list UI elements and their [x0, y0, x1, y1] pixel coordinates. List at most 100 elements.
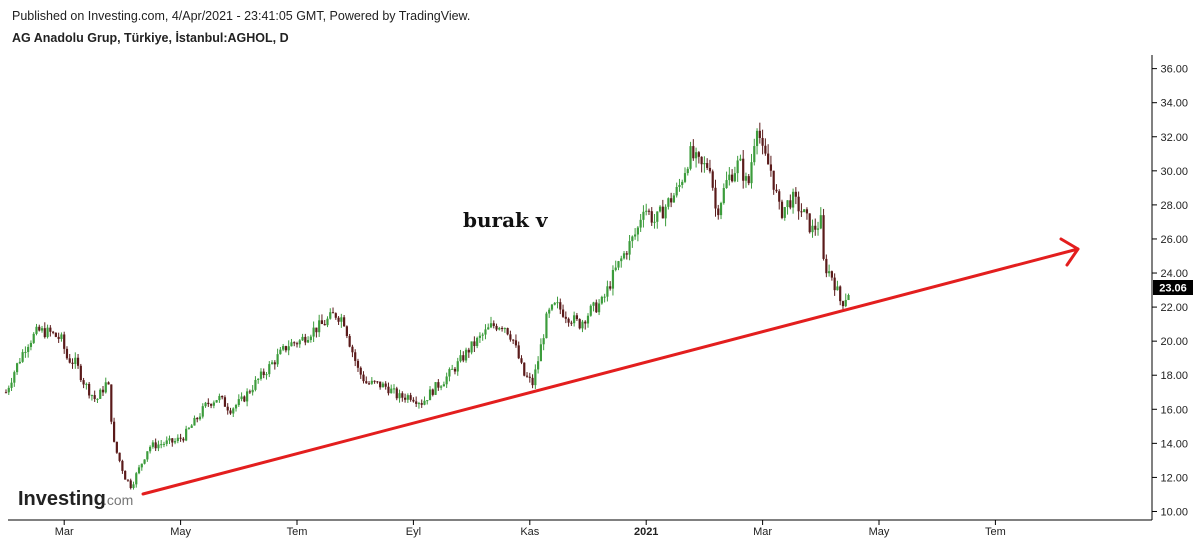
candle-body: [805, 209, 809, 214]
price-tick-label: 32.00: [1160, 132, 1188, 144]
candle-body: [345, 326, 348, 337]
candle-body: [517, 345, 520, 359]
candle-body: [747, 176, 750, 184]
candle-body: [797, 196, 800, 212]
candle-body: [808, 213, 811, 233]
candle-body: [487, 327, 490, 330]
candle-body: [811, 225, 814, 233]
candle-body: [736, 160, 739, 174]
candle-body: [379, 381, 382, 388]
candle-body: [251, 389, 254, 393]
candle-body: [575, 315, 579, 320]
candle-body: [586, 315, 590, 324]
candle-body: [318, 320, 321, 333]
candle-body: [99, 389, 102, 399]
candle-body: [755, 130, 759, 147]
candle-body: [672, 195, 676, 203]
candle-body: [381, 383, 385, 388]
candle-body: [617, 261, 620, 268]
candle-body: [481, 334, 484, 336]
candle-body: [112, 421, 116, 442]
candle-body: [789, 200, 792, 208]
candle-body: [129, 480, 132, 489]
candle-body: [301, 336, 304, 341]
candle-body: [830, 271, 833, 278]
candle-body: [711, 171, 714, 188]
candle-body: [52, 331, 55, 333]
candle-body: [473, 341, 476, 347]
candle-body: [520, 358, 523, 363]
candle-body: [703, 163, 706, 165]
time-axis: Mar May Tem Eyl Kas 2021 Mar May Tem: [55, 520, 1006, 538]
candle-body: [76, 357, 80, 366]
candle-body: [132, 484, 135, 489]
candle-body: [564, 316, 567, 319]
candle-body: [550, 304, 554, 310]
candle-body: [326, 318, 329, 326]
candle-body: [101, 389, 105, 393]
candle-body: [495, 325, 498, 330]
candle-body: [329, 312, 332, 319]
candle-body: [683, 173, 687, 182]
candle-body: [395, 388, 398, 399]
candle-body: [509, 334, 512, 340]
candle-body: [456, 361, 459, 372]
candle-body: [151, 442, 154, 447]
candle-body: [415, 401, 418, 404]
candle-body: [143, 459, 146, 464]
time-tick-label: May: [869, 526, 890, 538]
price-tick-label: 36.00: [1160, 64, 1188, 76]
candle-body: [844, 300, 847, 307]
candle-body: [697, 152, 700, 157]
candle-body: [387, 386, 390, 394]
candle-body: [282, 346, 285, 350]
candle-body: [778, 191, 781, 202]
price-tick-label: 14.00: [1160, 438, 1188, 450]
candle-body: [212, 402, 215, 406]
candle-body: [462, 355, 465, 361]
candle-body: [10, 382, 13, 388]
annotation-text: burak v: [463, 208, 549, 232]
candle-body: [243, 396, 246, 402]
candle-body: [104, 382, 107, 393]
last-price-box: [1153, 280, 1193, 295]
candle-body: [43, 328, 46, 338]
candle-body: [409, 395, 412, 400]
candle-body: [451, 368, 454, 370]
trendline-line: [141, 247, 1080, 496]
candle-body: [4, 392, 8, 394]
candle-body: [514, 340, 518, 346]
candle-body: [362, 374, 365, 382]
candle-body: [589, 305, 592, 316]
candle-body: [90, 395, 94, 397]
candle-body: [836, 286, 839, 291]
candle-body: [561, 309, 565, 317]
candle-body: [29, 342, 33, 347]
candle-body: [548, 309, 551, 314]
candle-body: [354, 352, 357, 361]
candle-body: [304, 336, 307, 343]
time-tick-label: Tem: [985, 526, 1006, 538]
price-axis: 10.00 12.00 14.00 16.00 18.00 20.00 22.00 24.00…: [1152, 64, 1188, 518]
candle-body: [597, 303, 601, 313]
trendline-arrowhead: [1059, 237, 1080, 267]
candle-body: [733, 173, 736, 182]
candle-body: [678, 184, 681, 187]
candle-body: [448, 369, 451, 377]
price-tick-label: 22.00: [1160, 302, 1188, 314]
candle-body: [273, 362, 276, 365]
candle-body: [401, 393, 404, 398]
candle-body: [700, 156, 703, 165]
candle-body: [581, 321, 584, 329]
candle-body: [625, 253, 628, 255]
candle-body: [359, 367, 362, 375]
candle-body: [367, 383, 371, 385]
candle-body: [351, 346, 354, 353]
price-tick-label: 10.00: [1160, 506, 1188, 518]
candle-body: [15, 363, 19, 373]
investing-logo: Investing .com: [18, 488, 133, 510]
candle-body: [573, 315, 576, 324]
candle-body: [722, 188, 725, 204]
candle-body: [268, 364, 271, 375]
